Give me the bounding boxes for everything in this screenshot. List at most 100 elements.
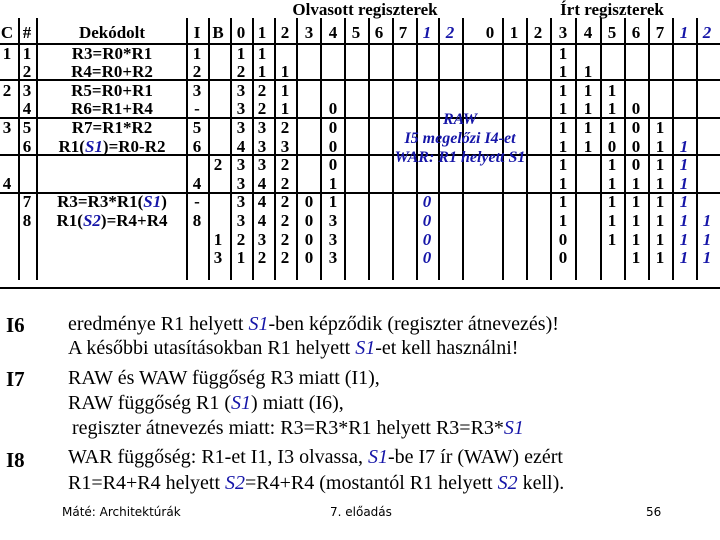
read-count: 0 (422, 211, 432, 230)
read-count: 1 (236, 43, 246, 63)
row-issue: 3 (192, 80, 202, 100)
write-count: 1 (583, 62, 593, 82)
header-decoded: Dekódolt (78, 23, 146, 42)
table-vertical-divider (526, 18, 528, 280)
read-count: 3 (236, 211, 246, 230)
header-write-col: 2 (533, 23, 543, 42)
write-count: 0 (631, 118, 641, 137)
read-count: 3 (328, 211, 338, 230)
footer-author: Máté: Architektúrák (62, 505, 181, 519)
write-count: 1 (607, 118, 617, 137)
row-number: 2 (22, 62, 32, 82)
read-count: 0 (328, 99, 338, 119)
i8-text-line-1: WAR függőség: R1-et I1, I3 olvassa, S1-b… (68, 446, 563, 468)
read-count: 3 (257, 118, 267, 137)
header-read-col: 4 (328, 23, 338, 42)
header-write-col: 3 (558, 23, 568, 42)
read-count: 3 (257, 136, 267, 156)
table-vertical-divider (274, 18, 276, 280)
read-count: 2 (280, 155, 290, 175)
footer-lecture: 7. előadás (330, 505, 392, 519)
read-count: 3 (328, 229, 338, 249)
read-count: 3 (257, 229, 267, 249)
table-vertical-divider (18, 18, 20, 280)
table-vertical-divider (368, 18, 370, 280)
i7-text-line-2: RAW függőség R1 (S1) miatt (I6), (68, 392, 344, 414)
table-vertical-divider (575, 18, 577, 280)
write-count: 1 (655, 155, 665, 175)
table-vertical-divider (502, 18, 504, 280)
i8-label: I8 (6, 448, 25, 472)
header-b: B (212, 23, 224, 42)
note-line-3: WAR: R1 helyett S1 (394, 149, 526, 166)
read-count: 4 (236, 136, 246, 156)
read-count: 1 (236, 248, 246, 268)
row-issue: 5 (192, 118, 202, 137)
write-count: 0 (631, 99, 641, 119)
header-read-col: 6 (374, 23, 384, 42)
footer-page-number: 56 (646, 505, 662, 519)
row-issue: 6 (192, 136, 202, 156)
read-count: 1 (257, 43, 267, 63)
write-count: 0 (558, 248, 568, 268)
table-row-divider (0, 117, 720, 119)
write-count: 1 (583, 99, 593, 119)
row-number: 3 (22, 80, 32, 100)
row-instruction: R4=R0+R2 (71, 62, 153, 82)
row-number: 7 (22, 192, 32, 212)
row-cycle: 3 (2, 118, 12, 137)
header-write-col: 0 (485, 23, 495, 42)
row-b: 3 (213, 248, 223, 268)
write-count: 1 (702, 211, 712, 230)
write-count: 1 (607, 211, 617, 230)
read-count: 1 (280, 62, 290, 82)
read-count: 2 (257, 99, 267, 119)
write-count: 1 (631, 248, 641, 268)
read-count: 1 (280, 99, 290, 119)
i6-text-line-1: eredménye R1 helyett S1-ben képződik (re… (68, 313, 559, 335)
read-count: 3 (236, 99, 246, 119)
read-count: 1 (328, 192, 338, 212)
read-count: 4 (257, 192, 267, 212)
row-instruction: R5=R0+R1 (71, 80, 153, 100)
write-count: 1 (558, 211, 568, 230)
row-cycle: 1 (2, 43, 12, 63)
write-count: 0 (631, 136, 641, 156)
read-count: 0 (328, 118, 338, 137)
read-count: 3 (257, 155, 267, 175)
write-count: 1 (631, 173, 641, 193)
read-count: 2 (257, 248, 267, 268)
read-count: 2 (236, 229, 246, 249)
write-count: 1 (558, 136, 568, 156)
header-read-col: 2 (280, 23, 290, 42)
row-issue: 8 (192, 211, 202, 230)
row-instruction: R3=R3*R1(S1) (57, 192, 167, 212)
header-write-col: 2 (702, 23, 712, 42)
table-vertical-divider (648, 18, 650, 280)
table-row-divider (0, 79, 720, 81)
header-write-col: 1 (509, 23, 519, 42)
table-row-divider (0, 154, 720, 156)
write-count: 1 (558, 173, 568, 193)
read-count: 2 (280, 248, 290, 268)
row-b: 2 (213, 155, 223, 175)
header-write-col: 7 (655, 23, 665, 42)
header-read-col: 2 (445, 23, 455, 42)
table-row-divider (0, 287, 720, 289)
read-count: 0 (304, 192, 314, 212)
write-count: 1 (583, 118, 593, 137)
row-cycle: 2 (2, 80, 12, 100)
row-cycle: 4 (2, 173, 12, 193)
table-header-divider (0, 43, 720, 45)
row-instruction: R3=R0*R1 (71, 43, 153, 63)
read-count: 0 (304, 248, 314, 268)
table-vertical-divider (36, 18, 38, 280)
write-count: 1 (558, 43, 568, 63)
read-count: 0 (304, 229, 314, 249)
note-line-2: I5 megelőzi I4-et (404, 130, 516, 147)
table-vertical-divider (462, 18, 464, 280)
write-count: 1 (702, 229, 712, 249)
read-count: 0 (304, 211, 314, 230)
read-count: 2 (280, 229, 290, 249)
read-count: 0 (422, 248, 432, 268)
